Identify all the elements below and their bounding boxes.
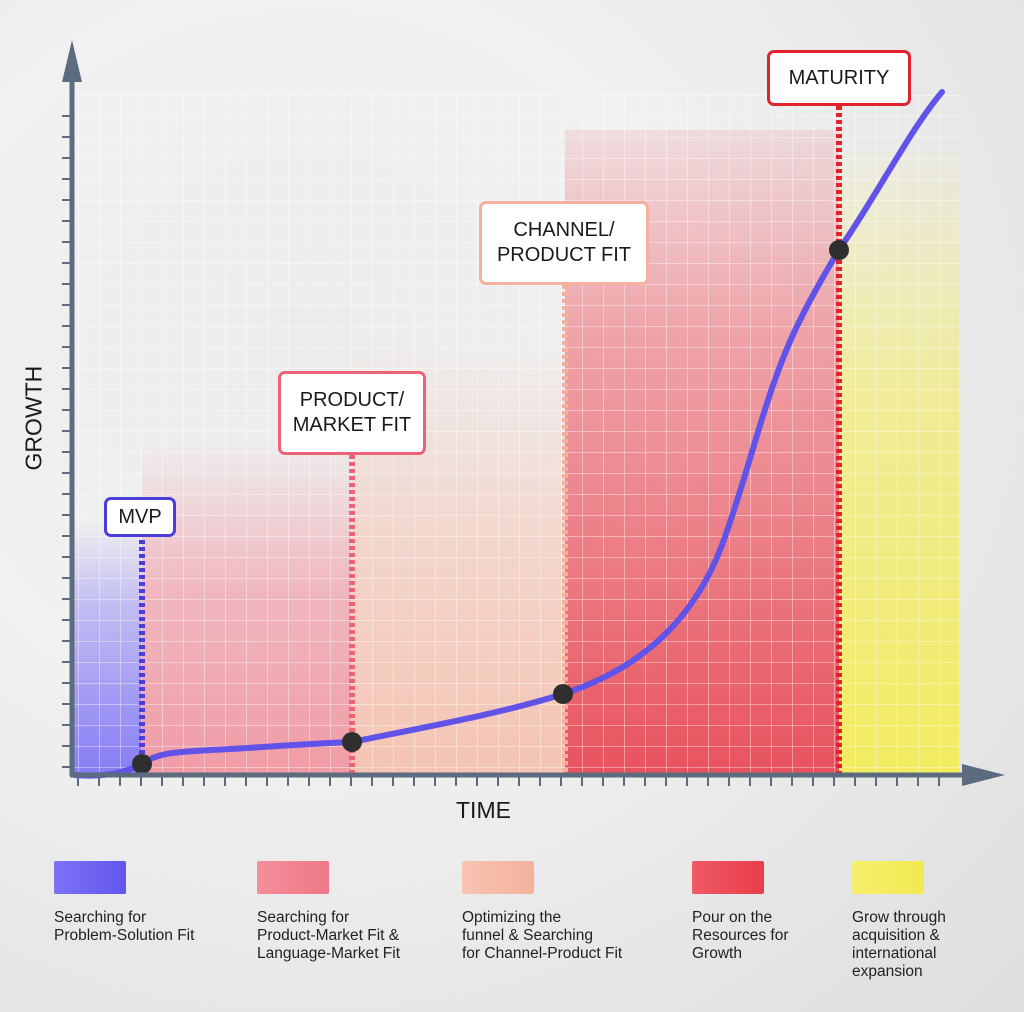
product-market-fit-callout: PRODUCT/ MARKET FIT: [278, 371, 426, 455]
maturity-callout: MATURITY: [767, 50, 911, 106]
mvp-dot: [132, 754, 152, 774]
channel-product-fit-label-line-1: CHANNEL/: [513, 219, 615, 241]
maturity-label: MATURITY: [788, 66, 890, 89]
legend-swatch-resources-growth: [692, 861, 764, 894]
legend-label-resources-growth: Pour on the Resources for Growth: [692, 909, 789, 962]
legend-swatch-problem-solution: [54, 861, 126, 894]
milestone-dots: [132, 240, 849, 774]
channel-product-fit-callout: CHANNEL/ PRODUCT FIT: [479, 201, 649, 285]
legend-label-problem-solution: Searching for Problem-Solution Fit: [54, 909, 195, 944]
axes: [62, 40, 1005, 786]
product-market-fit-label-line-2: MARKET FIT: [292, 414, 412, 436]
legend-label-channel-product: Optimizing the funnel & Searching for Ch…: [462, 909, 623, 962]
channel-product-fit-label-line-2: PRODUCT FIT: [496, 244, 632, 266]
product-market-fit-label-line-1: PRODUCT/: [299, 389, 405, 411]
channel-product-fit-dot: [553, 684, 573, 704]
growth-curve: [72, 89, 945, 779]
legend-swatch-channel-product: [462, 861, 534, 894]
product-market-fit-dot: [342, 732, 362, 752]
x-axis-arrow-icon: [962, 764, 1005, 786]
maturity-dot: [829, 240, 849, 260]
grid: [72, 95, 960, 775]
y-axis-label: GROWTH: [20, 365, 47, 471]
legend-label-product-market: Searching for Product-Market Fit & Langu…: [257, 909, 401, 962]
mvp-label: MVP: [118, 505, 162, 528]
mvp-callout: MVP: [104, 497, 176, 537]
x-axis-label: TIME: [456, 797, 511, 823]
legend-label-international: Grow through acquisition & international…: [852, 909, 946, 980]
legend-swatch-international: [852, 861, 924, 894]
legend-swatch-product-market: [257, 861, 329, 894]
y-axis-arrow-icon: [62, 40, 82, 82]
